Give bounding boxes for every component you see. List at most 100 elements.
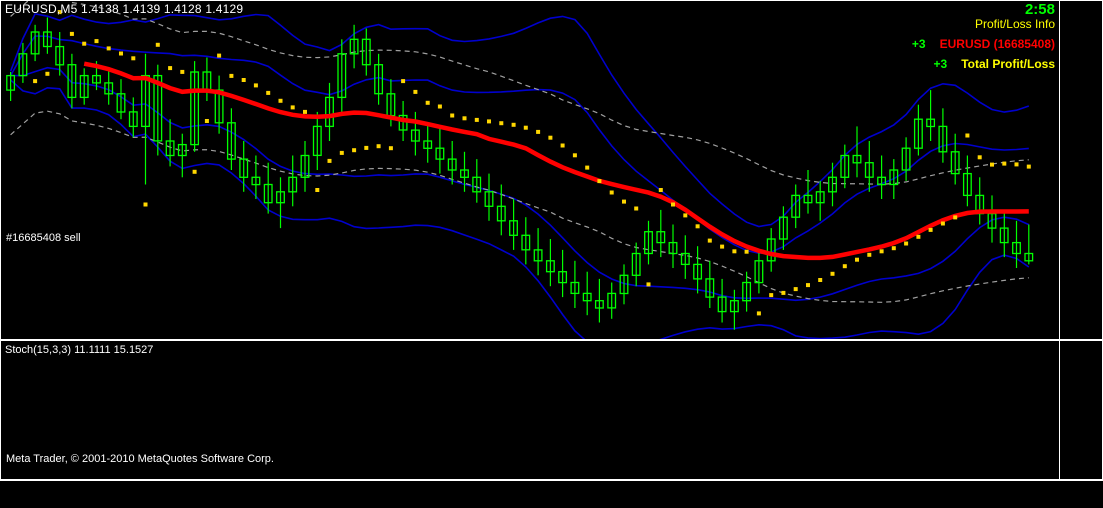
profit-label-symbol: EURUSD (16685408) (939, 37, 1055, 51)
bollinger-upper-band (9, 13, 1030, 228)
sar-dot (474, 117, 479, 122)
sar-dot (744, 249, 749, 254)
candle-body (840, 154, 850, 178)
profit-loss-row-total: +3 Total Profit/Loss (912, 57, 1055, 71)
candle-body (92, 74, 101, 84)
sar-dot (290, 105, 295, 110)
sar-dot (143, 202, 148, 207)
sar-dot (45, 71, 50, 76)
sar-dot (204, 119, 209, 123)
candle-body (901, 147, 911, 171)
candle-body (55, 45, 65, 66)
candle-body (509, 220, 518, 236)
candle-body (423, 140, 433, 149)
sar-dot (781, 290, 786, 295)
stochastic-indicator-label[interactable]: Stoch(15,3,3) 11.1111 15.1527 (5, 344, 154, 356)
sar-dot (634, 206, 639, 211)
candle-body (460, 169, 469, 178)
sar-dot (487, 119, 491, 124)
candle-body (938, 125, 948, 153)
sar-dot (364, 145, 369, 150)
candle-body (153, 74, 163, 142)
candle-body (165, 140, 175, 157)
sar-dot (990, 162, 994, 167)
sar-dot (720, 244, 725, 249)
profit-label-total: Total Profit/Loss (961, 57, 1055, 71)
sar-dot (609, 190, 614, 195)
candle-body (79, 74, 89, 99)
sar-dot (769, 293, 774, 298)
sar-dot (499, 121, 504, 126)
candle-body (435, 147, 445, 160)
envelope-upper-line (10, 0, 1029, 185)
sar-dot (916, 234, 921, 239)
envelope-lower-line (10, 110, 1029, 303)
profit-loss-title: Profit/Loss Info (974, 17, 1055, 31)
candlestick-series (6, 17, 1034, 330)
candle-body (705, 278, 715, 298)
candle-body (803, 194, 813, 204)
candle-body (337, 53, 347, 99)
sar-dot (388, 146, 393, 151)
sar-dot (548, 135, 553, 140)
candle-body (594, 300, 604, 309)
candle-body (950, 151, 960, 175)
profit-loss-panel: 2:58 Profit/Loss Info +3 EURUSD (1668540… (912, 2, 1055, 71)
candle-body (864, 162, 874, 178)
candle-body (239, 158, 249, 178)
sar-dot (793, 287, 798, 292)
sar-dot (597, 179, 602, 184)
sar-dot (523, 125, 528, 130)
sar-dot (425, 100, 430, 105)
candle-body (582, 292, 592, 302)
candle-body (288, 176, 298, 193)
sar-dot (1014, 162, 1019, 167)
candle-body (742, 281, 752, 302)
sar-dot (1002, 161, 1007, 166)
sar-dot (168, 66, 173, 71)
candle-body (18, 53, 28, 77)
candle-body (325, 96, 334, 128)
time-axis[interactable] (0, 481, 1103, 508)
sar-dot (413, 89, 418, 94)
candle-body (926, 118, 936, 128)
sar-dot (965, 133, 970, 138)
candle-body (190, 71, 200, 146)
candle-body (962, 172, 972, 197)
candle-body (877, 176, 887, 186)
candle-body (263, 183, 273, 204)
sar-dot (572, 153, 577, 158)
sar-dot (376, 144, 381, 149)
sar-dot (131, 56, 136, 61)
candle-body (496, 205, 506, 222)
clock-label: 2:58 (1024, 1, 1055, 18)
candle-body (128, 111, 138, 128)
candle-body (276, 191, 285, 204)
sar-dot (683, 213, 688, 218)
sar-dot (192, 169, 197, 174)
candle-body (828, 176, 837, 193)
sar-dot (69, 31, 74, 36)
candle-body (398, 114, 408, 131)
sar-dot (241, 78, 246, 82)
profit-value-total: +3 (933, 57, 948, 71)
candle-body (619, 274, 629, 295)
candle-body (349, 38, 359, 55)
candle-body (570, 281, 580, 295)
sar-dot (437, 104, 442, 109)
price-axis[interactable] (1060, 0, 1103, 480)
sar-dot (695, 224, 700, 229)
order-line-label[interactable]: #16685408 sell (6, 232, 81, 244)
candle-body (545, 260, 555, 273)
candle-body (1012, 241, 1021, 255)
price-chart-canvas[interactable] (0, 0, 1059, 340)
sar-dot (707, 238, 712, 243)
sar-dot (891, 246, 896, 251)
sar-dot (658, 188, 663, 192)
candle-body (312, 125, 322, 157)
candle-body (521, 234, 531, 251)
candle-body (361, 38, 371, 66)
sar-dot (879, 249, 884, 254)
candle-body (226, 122, 236, 160)
